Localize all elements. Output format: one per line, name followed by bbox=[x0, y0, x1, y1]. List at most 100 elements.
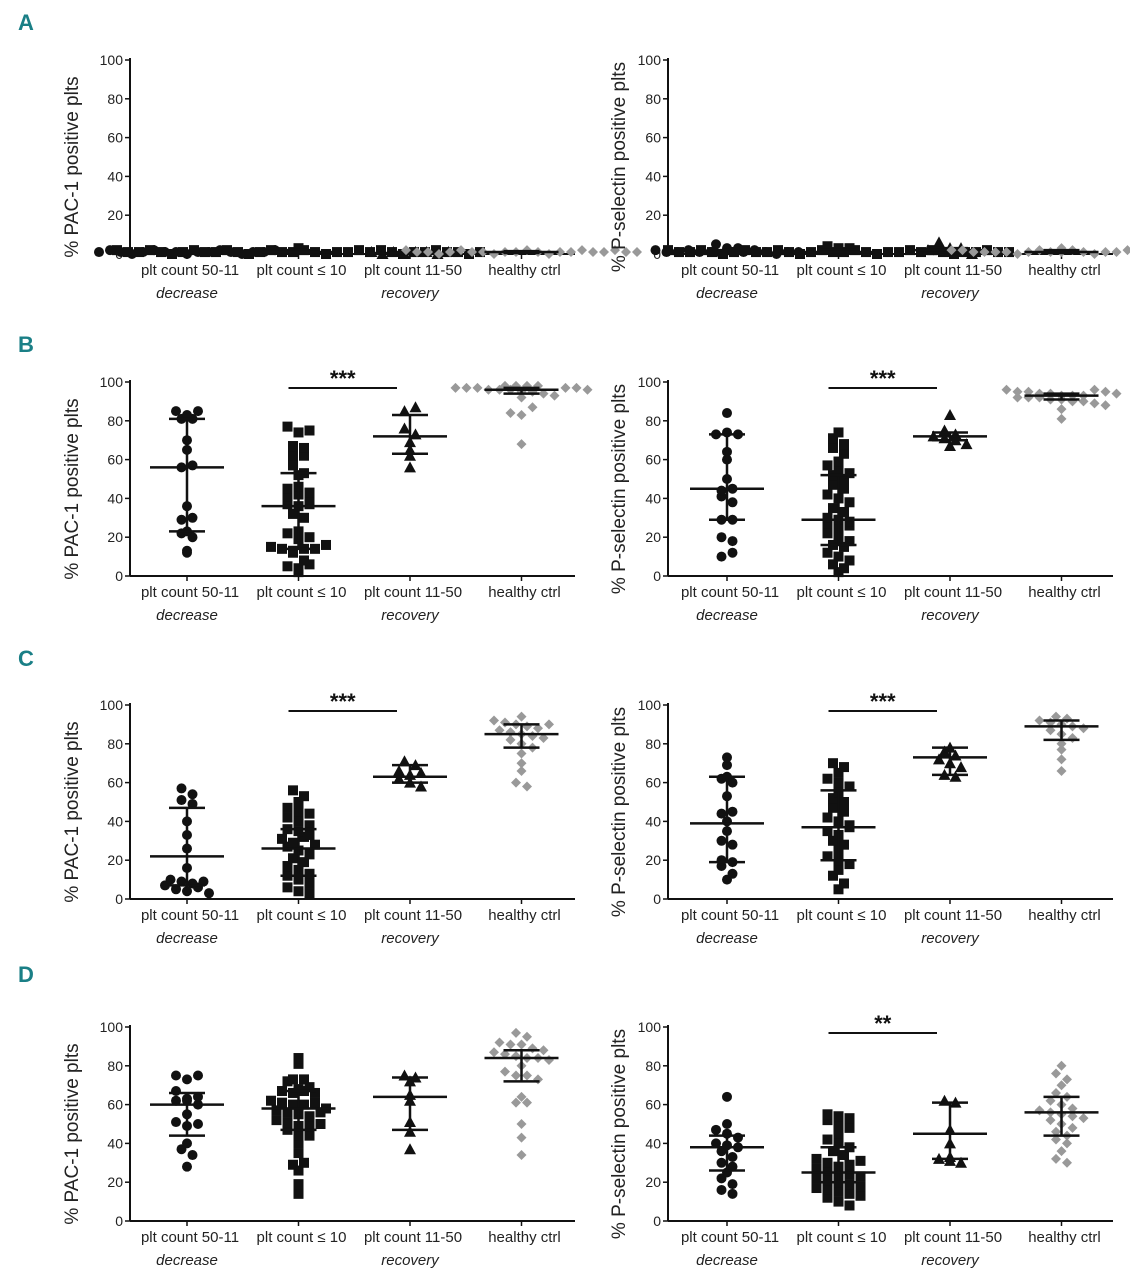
data-point-diamond bbox=[505, 1039, 516, 1050]
data-point-diamond bbox=[1056, 1146, 1067, 1157]
data-point-square bbox=[271, 1105, 282, 1116]
data-point-circle bbox=[193, 1119, 203, 1129]
data-point-circle bbox=[171, 1070, 181, 1081]
data-point-diamond bbox=[527, 731, 538, 742]
data-point-circle bbox=[193, 406, 203, 417]
data-point-circle bbox=[727, 547, 738, 558]
data-point-diamond bbox=[1056, 738, 1067, 749]
data-point-square bbox=[293, 1188, 304, 1199]
data-point-circle bbox=[94, 247, 104, 258]
x-category-label: plt count 50-11 bbox=[681, 1229, 779, 1246]
data-point-diamond bbox=[522, 781, 532, 792]
y-axis-label: % P-selectin positive plts bbox=[609, 62, 630, 272]
data-point-square bbox=[282, 491, 293, 502]
data-point-square bbox=[321, 249, 331, 259]
data-point-square bbox=[916, 247, 926, 258]
data-point-circle bbox=[722, 752, 732, 763]
data-point-diamond bbox=[450, 382, 461, 393]
data-point-diamond bbox=[1001, 384, 1012, 395]
data-point-square bbox=[674, 247, 684, 258]
data-point-square bbox=[299, 831, 309, 842]
data-point-square bbox=[288, 450, 298, 461]
data-point-square bbox=[304, 1130, 315, 1141]
data-point-square bbox=[178, 247, 188, 258]
data-point-triangle bbox=[365, 246, 378, 258]
y-tick-label: 20 bbox=[107, 207, 123, 223]
data-point-diamond bbox=[538, 1045, 549, 1056]
data-point-circle bbox=[716, 855, 727, 866]
x-category-sublabel: recovery bbox=[381, 930, 440, 947]
data-point-circle bbox=[176, 783, 187, 794]
data-point-square bbox=[729, 247, 739, 258]
data-point-square bbox=[773, 245, 783, 256]
panel-letter-C: C bbox=[18, 646, 34, 671]
data-point-square bbox=[282, 882, 293, 893]
data-point-diamond bbox=[505, 727, 516, 738]
data-point-circle bbox=[182, 409, 192, 420]
data-point-square bbox=[293, 806, 304, 817]
data-point-square bbox=[304, 532, 315, 543]
data-point-square bbox=[293, 816, 304, 827]
data-point-diamond bbox=[571, 382, 582, 393]
data-point-diamond bbox=[511, 1097, 521, 1108]
y-axis-label: % PAC-1 positive plts bbox=[62, 721, 83, 902]
data-point-diamond bbox=[1100, 247, 1111, 258]
data-point-square bbox=[321, 539, 331, 550]
y-tick-label: 0 bbox=[115, 1213, 123, 1229]
data-point-circle bbox=[187, 789, 198, 800]
data-point-square bbox=[844, 497, 855, 508]
data-point-diamond bbox=[610, 245, 620, 256]
data-point-diamond bbox=[1100, 386, 1111, 397]
data-point-square bbox=[282, 1117, 293, 1128]
data-point-diamond bbox=[516, 1039, 527, 1050]
y-tick-label: 80 bbox=[107, 413, 123, 429]
y-tick-label: 100 bbox=[100, 52, 124, 68]
data-point-square bbox=[299, 512, 309, 523]
data-point-diamond bbox=[632, 247, 642, 258]
data-point-diamond bbox=[1111, 388, 1122, 399]
data-point-diamond bbox=[1045, 725, 1056, 736]
data-point-square bbox=[282, 421, 293, 432]
y-tick-label: 40 bbox=[107, 490, 123, 506]
data-point-square bbox=[156, 247, 166, 258]
data-point-square bbox=[855, 1181, 866, 1192]
data-point-circle bbox=[711, 239, 721, 250]
data-point-diamond bbox=[527, 402, 538, 413]
data-point-diamond bbox=[1067, 732, 1078, 743]
data-point-diamond bbox=[401, 245, 411, 256]
data-point-square bbox=[293, 427, 304, 438]
data-point-square bbox=[833, 884, 844, 895]
data-point-square bbox=[304, 849, 315, 860]
data-point-square bbox=[310, 1087, 320, 1098]
significance-label: *** bbox=[870, 689, 896, 714]
data-point-diamond bbox=[1062, 1157, 1072, 1168]
y-tick-label: 0 bbox=[115, 891, 123, 907]
x-category-label: plt count 50-11 bbox=[141, 1229, 239, 1246]
y-tick-label: 100 bbox=[100, 1019, 124, 1035]
data-point-circle bbox=[171, 884, 181, 895]
data-point-diamond bbox=[549, 390, 560, 401]
data-point-square bbox=[839, 439, 849, 450]
data-point-square bbox=[844, 1200, 855, 1211]
data-point-diamond bbox=[516, 765, 527, 776]
data-point-circle bbox=[187, 1150, 198, 1161]
data-point-triangle bbox=[393, 772, 405, 784]
data-point-diamond bbox=[412, 247, 422, 258]
data-point-square bbox=[200, 247, 210, 258]
data-point-square bbox=[282, 499, 293, 510]
data-point-diamond bbox=[500, 1066, 510, 1077]
data-point-diamond bbox=[489, 1047, 499, 1058]
y-tick-label: 80 bbox=[645, 413, 661, 429]
data-point-triangle bbox=[938, 745, 951, 757]
data-point-square bbox=[839, 839, 849, 850]
data-point-triangle bbox=[398, 422, 411, 434]
data-point-diamond bbox=[1056, 1080, 1067, 1091]
data-point-circle bbox=[727, 1179, 738, 1190]
data-point-square bbox=[376, 245, 386, 256]
x-category-label: healthy ctrl bbox=[1028, 584, 1101, 601]
data-point-circle bbox=[727, 1161, 738, 1172]
data-point-square bbox=[839, 506, 849, 517]
x-category-sublabel: decrease bbox=[696, 285, 758, 302]
data-point-square bbox=[855, 1155, 866, 1166]
data-point-square bbox=[310, 839, 320, 850]
